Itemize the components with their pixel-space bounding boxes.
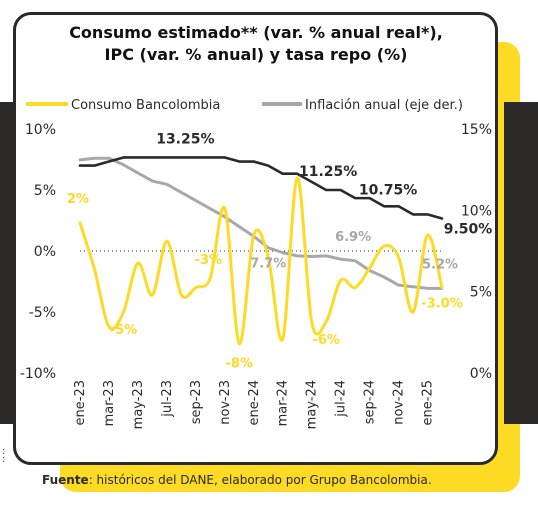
x-axis-tick-label: ene-25 — [421, 380, 436, 425]
data-label-repo: 13.25% — [156, 131, 214, 147]
series-line-inflacion — [78, 156, 444, 290]
decorative-dots: :: — [2, 446, 6, 465]
chart-title: Consumo estimado** (var. % anual real*),… — [16, 22, 496, 66]
left-axis-tick-label: 0% — [34, 244, 56, 260]
chart-title-line-2: IPC (var. % anual) y tasa repo (%) — [104, 45, 408, 64]
source-label: Fuente — [42, 473, 89, 487]
dark-side-bar-left — [0, 102, 14, 424]
x-axis-tick-label: sep-24 — [363, 380, 378, 424]
data-label-consumo: -3% — [195, 253, 222, 268]
chart-axes: 10% 5% 0% -5% -10% 15% 10% 5% 0% ene-23 mar-23 may-… — [20, 122, 492, 429]
data-label-consumo: 2% — [67, 192, 89, 207]
source-note: Fuente: históricos del DANE, elaborado p… — [42, 473, 522, 487]
data-label-consumo: -5% — [110, 323, 137, 338]
x-axis-tick-label: nov-24 — [392, 380, 407, 425]
data-label-inflacion: 5.2% — [422, 257, 458, 272]
source-text: : históricos del DANE, elaborado por Gru… — [88, 473, 432, 487]
left-axis-tick-label: -10% — [20, 366, 56, 382]
left-axis-tick-label: 10% — [25, 122, 56, 138]
dark-side-bar-right — [504, 102, 538, 424]
legend-label-consumo: Consumo Bancolombia — [71, 98, 220, 113]
x-axis-tick-label: mar-24 — [276, 380, 291, 426]
right-axis-tick-label: 5% — [470, 285, 492, 301]
data-label-consumo: -8% — [226, 357, 253, 372]
right-axis-tick-label: 0% — [470, 366, 492, 382]
data-label-repo: 10.75% — [359, 182, 417, 198]
x-axis-tick-label: nov-23 — [218, 380, 233, 425]
series-line-repo — [78, 156, 444, 220]
data-label-inflacion: 7.7% — [250, 257, 286, 272]
data-label-repo: 9.50% — [444, 221, 493, 237]
left-axis-tick-label: 5% — [34, 183, 56, 199]
x-axis-tick-label: jul-24 — [334, 380, 349, 418]
chart-legend: Consumo Bancolombia Inflación anual (eje… — [26, 98, 463, 113]
x-axis-tick-label: sep-23 — [189, 380, 204, 424]
data-label-repo: 11.25% — [299, 164, 357, 180]
legend-label-inflacion: Inflación anual (eje der.) — [305, 98, 463, 113]
chart-series — [78, 156, 444, 346]
left-axis-tick-label: -5% — [29, 305, 56, 321]
x-axis-tick-label: ene-24 — [247, 380, 262, 425]
data-label-inflacion: 6.9% — [335, 230, 371, 245]
x-axis-tick-label: ene-23 — [73, 380, 88, 425]
right-axis-tick-label: 15% — [461, 122, 492, 138]
series-line-consumo — [78, 176, 444, 346]
x-axis-tick-label: may-24 — [305, 380, 320, 429]
chart-title-line-1: Consumo estimado** (var. % anual real*), — [69, 23, 443, 42]
data-label-consumo: -3.0% — [421, 297, 462, 312]
x-axis-tick-label: may-23 — [131, 380, 146, 429]
data-label-consumo: -6% — [312, 333, 339, 348]
x-axis-tick-label: mar-23 — [102, 380, 117, 426]
chart-data-labels: 2% -5% -3% -8% -6% -3.0% 7.7% 6.9% 5.2% 13.25% 11.… — [67, 131, 492, 371]
right-axis-tick-label: 10% — [461, 203, 492, 219]
x-axis-tick-label: jul-23 — [160, 380, 175, 418]
